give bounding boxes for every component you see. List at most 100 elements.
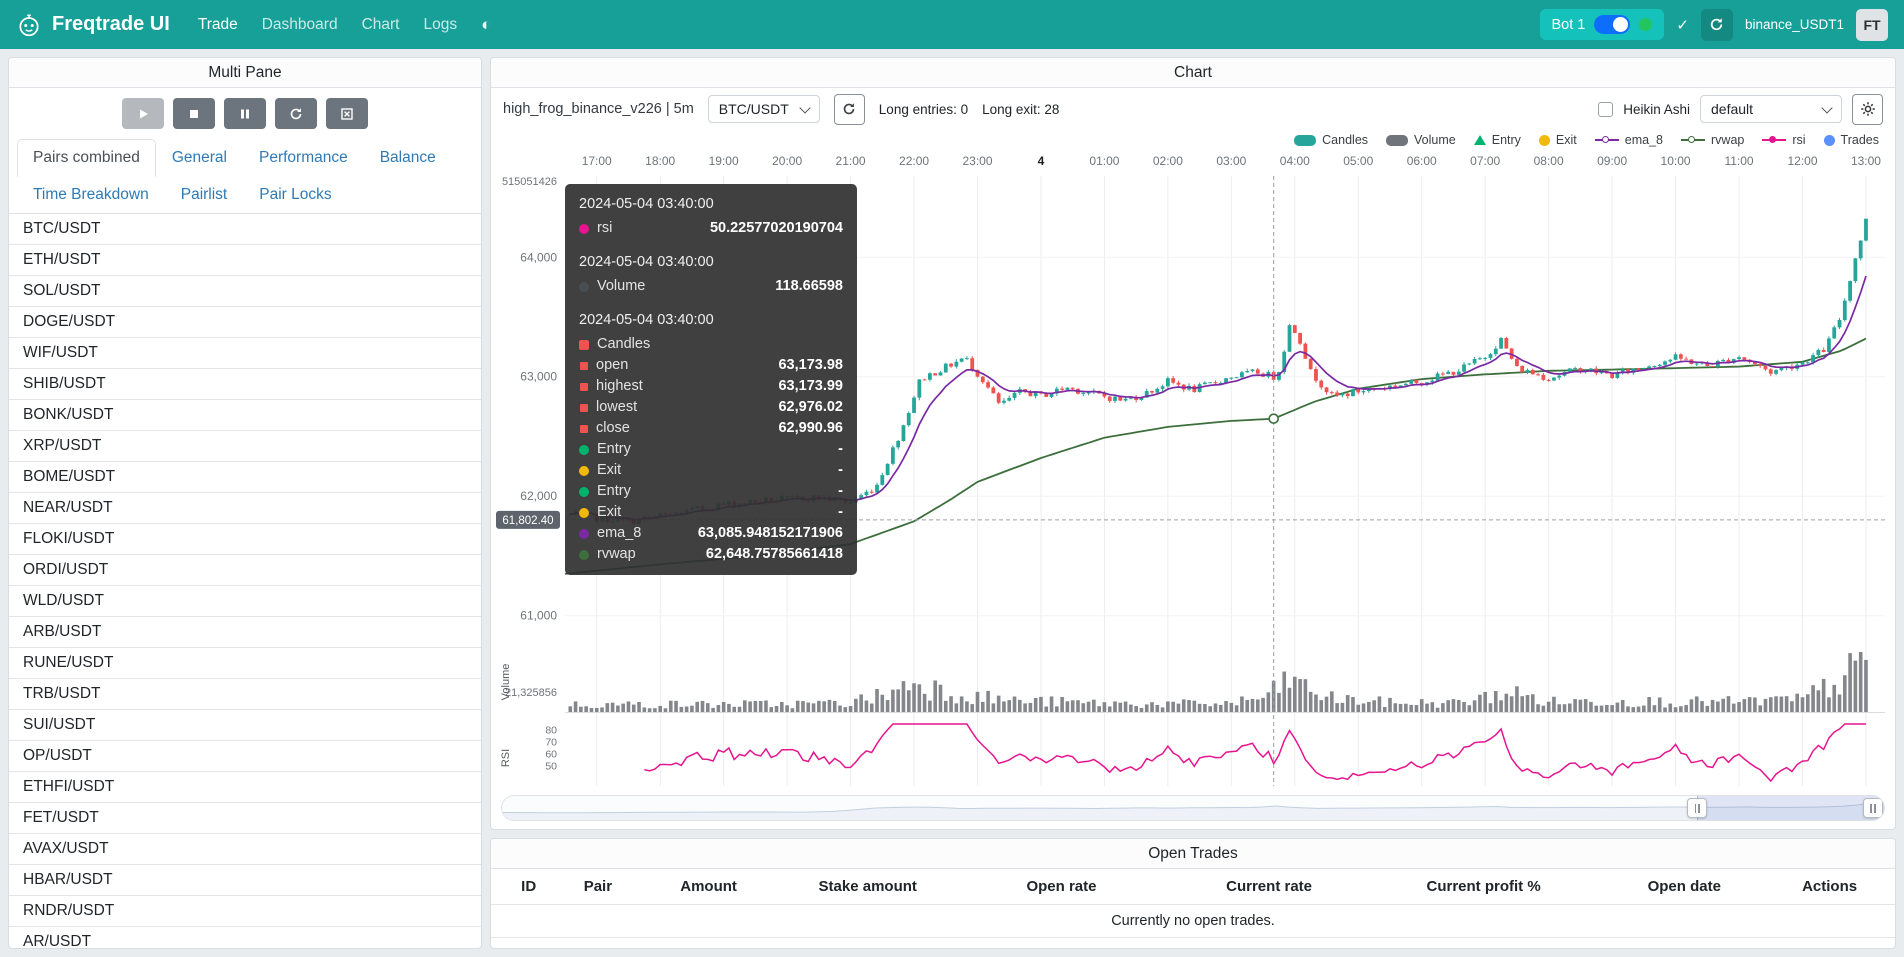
play-icon <box>136 107 150 121</box>
heikin-ashi-label: Heikin Ashi <box>1623 101 1690 117</box>
theme-toggle-icon[interactable]: ◐ <box>481 14 492 34</box>
crosshair-price-chip <box>496 510 560 529</box>
nav-link-trade[interactable]: Trade <box>197 15 238 33</box>
avatar[interactable]: FT <box>1856 8 1888 41</box>
pair-row[interactable]: RUNE/USDT <box>9 648 481 679</box>
volume-legend-icon <box>1386 134 1409 146</box>
rsi-legend-icon <box>1762 134 1787 146</box>
pair-row[interactable]: TRB/USDT <box>9 679 481 710</box>
tab-performance[interactable]: Performance <box>258 149 348 166</box>
pair-row[interactable]: DOGE/USDT <box>9 307 481 338</box>
login-info: binance_USDT1 <box>1744 17 1844 32</box>
pair-row[interactable]: BONK/USDT <box>9 400 481 431</box>
svg-text:05:00: 05:00 <box>1343 154 1373 168</box>
pair-row[interactable]: SUI/USDT <box>9 710 481 741</box>
chart-panel: Chart high_frog_binance_v226 | 5m BTC/US… <box>490 57 1896 830</box>
legend-item-trades[interactable]: Trades <box>1823 133 1879 147</box>
pair-row[interactable]: ETHFI/USDT <box>9 772 481 803</box>
pair-select[interactable]: BTC/USDT <box>707 95 820 123</box>
pair-row[interactable]: WLD/USDT <box>9 586 481 617</box>
pair-row[interactable]: AR/USDT <box>9 927 481 948</box>
datazoom-handle-right[interactable] <box>1863 798 1883 818</box>
tab-time-breakdown[interactable]: Time Breakdown <box>33 186 149 203</box>
pair-row[interactable]: HBAR/USDT <box>9 865 481 896</box>
plot-settings-gear-button[interactable] <box>1852 93 1883 125</box>
tab-balance[interactable]: Balance <box>379 149 436 166</box>
svg-text:60: 60 <box>545 749 557 761</box>
legend-item-volume[interactable]: Volume <box>1386 133 1456 147</box>
nav-links: Trade Dashboard Chart Logs <box>198 16 481 34</box>
rvwap-legend-icon <box>1681 134 1705 146</box>
open-trades-empty: Currently no open trades. <box>491 905 1895 938</box>
pair-row[interactable]: ORDI/USDT <box>9 555 481 586</box>
nav-link-dashboard[interactable]: Dashboard <box>261 15 338 33</box>
tab-general[interactable]: General <box>171 149 227 166</box>
pair-row[interactable]: NEAR/USDT <box>9 493 481 524</box>
datazoom-navigator[interactable] <box>501 795 1885 821</box>
chevron-down-icon <box>799 101 811 114</box>
legend-item-ema_8[interactable]: ema_8 <box>1594 133 1663 147</box>
global-refresh-button[interactable] <box>1700 8 1733 41</box>
chart-area[interactable]: 17:00 18:00 19:00 20:00 21:00 22:00 23:00 4 01:0… <box>495 150 1891 790</box>
price-chart-svg[interactable]: 17:00 18:00 19:00 20:00 21:00 22:00 23:00 4 01:0… <box>495 150 1891 790</box>
nav-link-chart[interactable]: Chart <box>361 15 400 33</box>
open-trades-panel: Open Trades ID Pair Amount Stake amount Open… <box>490 838 1896 949</box>
pair-row[interactable]: ARB/USDT <box>9 617 481 648</box>
freqtrade-logo-icon <box>16 12 42 38</box>
pair-row[interactable]: ETH/USDT <box>9 245 481 276</box>
pause-bot-button[interactable] <box>224 98 266 129</box>
stop-bot-button[interactable] <box>173 98 215 129</box>
pair-row[interactable]: BOME/USDT <box>9 462 481 493</box>
pair-list: BTC/USDT ETH/USDT SOL/USDT DOGE/USDT WIF/USD… <box>9 214 481 948</box>
column-header-current-profit--: Current profit % <box>1426 878 1541 895</box>
legend-item-candles[interactable]: Candles <box>1294 133 1368 147</box>
svg-text:23:00: 23:00 <box>962 154 992 168</box>
tab-pairs-combined[interactable]: Pairs combined <box>17 139 156 177</box>
chart-refresh-button[interactable] <box>833 93 865 125</box>
pair-row[interactable]: WIF/USDT <box>9 338 481 369</box>
bot-name: Bot 1 <box>1551 16 1586 33</box>
svg-text:62,000: 62,000 <box>520 489 557 503</box>
pair-row[interactable]: AVAX/USDT <box>9 834 481 865</box>
legend-item-exit[interactable]: Exit <box>1538 133 1577 147</box>
clear-table-button[interactable] <box>326 98 368 129</box>
exit-legend-icon <box>1538 134 1550 146</box>
bot-selector[interactable]: Bot 1 <box>1539 9 1665 40</box>
legend-item-rvwap[interactable]: rvwap <box>1681 133 1744 147</box>
pair-row[interactable]: RNDR/USDT <box>9 896 481 927</box>
svg-text:12:00: 12:00 <box>1787 154 1817 168</box>
svg-text:20:00: 20:00 <box>772 154 802 168</box>
plot-config-value: default <box>1711 101 1754 117</box>
svg-text:64,000: 64,000 <box>520 250 557 264</box>
pair-row[interactable]: OP/USDT <box>9 741 481 772</box>
svg-text:70: 70 <box>545 737 557 749</box>
svg-text:10:00: 10:00 <box>1661 154 1691 168</box>
datazoom-handle-left[interactable] <box>1687 798 1708 818</box>
legend-item-entry[interactable]: Entry <box>1473 133 1521 147</box>
pair-row[interactable]: FET/USDT <box>9 803 481 834</box>
bot-toggle[interactable] <box>1594 15 1631 34</box>
nav-link-logs[interactable]: Logs <box>423 15 458 33</box>
autorefresh-check-icon[interactable]: ✓ <box>1676 16 1689 34</box>
chart-toolbar: high_frog_binance_v226 | 5m BTC/USDT Lon… <box>491 88 1895 130</box>
brand[interactable]: Freqtrade UI <box>16 12 170 38</box>
datazoom-selected-range[interactable] <box>1697 796 1884 820</box>
pair-row[interactable]: SHIB/USDT <box>9 369 481 400</box>
tab-pair-locks[interactable]: Pair Locks <box>259 186 332 203</box>
multi-pane-title: Multi Pane <box>9 58 481 88</box>
navbar-right: Bot 1 ✓ binance_USDT1 FT <box>1539 8 1888 41</box>
pair-row[interactable]: FLOKI/USDT <box>9 524 481 555</box>
open-trades-header-row: ID Pair Amount Stake amount Open rate Current… <box>491 869 1895 905</box>
legend-item-rsi[interactable]: rsi <box>1762 133 1806 147</box>
reload-config-button[interactable] <box>275 98 317 129</box>
pair-row[interactable]: BTC/USDT <box>9 214 481 245</box>
tab-pairlist[interactable]: Pairlist <box>180 186 228 203</box>
svg-text:RSI: RSI <box>500 749 512 767</box>
ema8-line <box>570 275 1867 521</box>
pair-row[interactable]: SOL/USDT <box>9 276 481 307</box>
heikin-ashi-checkbox[interactable] <box>1598 101 1614 117</box>
start-bot-button[interactable] <box>122 98 164 129</box>
svg-text:18:00: 18:00 <box>645 154 675 168</box>
pair-row[interactable]: XRP/USDT <box>9 431 481 462</box>
plot-config-select[interactable]: default <box>1700 95 1842 123</box>
